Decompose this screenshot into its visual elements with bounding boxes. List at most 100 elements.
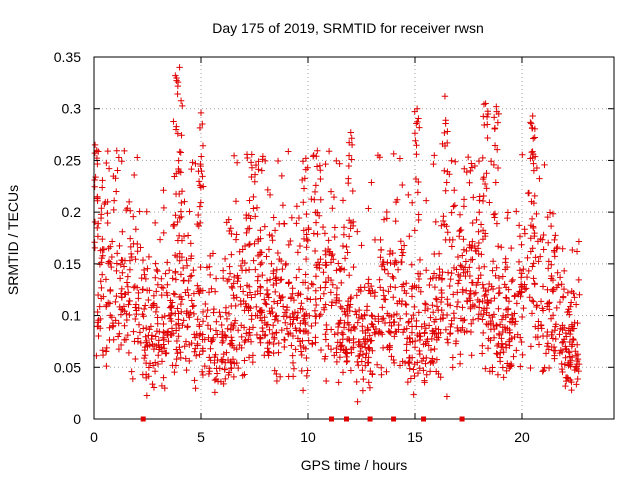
data-point [487, 337, 494, 344]
data-point [359, 315, 367, 323]
data-point [390, 150, 397, 158]
data-point [343, 358, 350, 366]
data-point [551, 248, 558, 256]
data-point [174, 90, 181, 98]
data-point [322, 301, 329, 308]
data-point [341, 308, 348, 315]
data-point [344, 249, 351, 256]
data-point [437, 315, 444, 323]
data-point [392, 284, 399, 291]
data-point [233, 294, 240, 301]
chart-title: Day 175 of 2019, SRMTID for receiver rws… [212, 20, 484, 36]
data-point [180, 233, 188, 240]
data-point [91, 244, 99, 252]
data-point [403, 341, 410, 348]
data-point [199, 287, 207, 294]
data-point [530, 260, 537, 267]
data-point [231, 317, 239, 324]
data-point [371, 289, 379, 296]
data-point [429, 309, 437, 316]
data-point [493, 350, 500, 357]
data-point [365, 205, 372, 212]
data-point [196, 124, 204, 132]
data-point [158, 358, 166, 365]
data-point [411, 303, 418, 311]
data-point [337, 317, 344, 324]
data-point [422, 360, 429, 367]
data-point [483, 170, 490, 177]
data-point [290, 365, 298, 372]
data-point [354, 319, 361, 326]
data-point [494, 243, 502, 250]
data-point [414, 118, 421, 126]
data-point [311, 247, 319, 255]
data-point [382, 296, 389, 303]
data-point [287, 295, 295, 302]
data-point [389, 273, 396, 280]
data-point [348, 156, 355, 163]
data-point [254, 312, 261, 319]
data-point [469, 316, 477, 324]
data-point [496, 289, 503, 297]
data-point [525, 267, 532, 275]
data-point [386, 328, 393, 336]
data-point [121, 257, 129, 264]
data-point [250, 205, 257, 212]
data-point [107, 243, 114, 250]
data-point [108, 253, 116, 261]
data-point [528, 149, 535, 156]
data-point [556, 331, 563, 338]
data-point [474, 279, 482, 286]
data-point [289, 310, 296, 317]
data-point [467, 167, 474, 175]
data-point [413, 105, 421, 112]
data-point [490, 161, 498, 169]
data-point [391, 318, 398, 326]
data-point [258, 167, 266, 174]
data-point [396, 315, 404, 322]
data-point [362, 329, 369, 337]
data-point [110, 197, 118, 204]
data-point [502, 255, 509, 262]
data-point [374, 152, 382, 159]
data-point [328, 298, 336, 306]
data-point [470, 194, 477, 201]
data-point [367, 337, 374, 345]
data-point [211, 389, 219, 396]
data-point [95, 148, 102, 155]
data-point [91, 176, 98, 184]
data-point [246, 225, 253, 232]
data-point [484, 134, 491, 142]
data-point [468, 164, 476, 171]
data-point [276, 373, 284, 380]
data-point [344, 350, 351, 357]
data-point [275, 339, 282, 347]
data-point [317, 196, 324, 203]
data-point [321, 230, 329, 237]
data-point [422, 325, 430, 332]
data-point [303, 310, 310, 318]
data-point [388, 353, 395, 360]
zero-value-marker [344, 416, 350, 422]
data-point [224, 277, 231, 285]
data-point [527, 119, 534, 126]
data-point [384, 310, 391, 317]
data-point [433, 296, 441, 303]
data-point [220, 350, 227, 358]
data-point [97, 247, 104, 254]
data-point [457, 226, 464, 234]
data-point [142, 374, 150, 382]
data-point [103, 362, 110, 370]
data-point [117, 306, 125, 313]
data-point [155, 352, 162, 359]
zero-value-marker [459, 416, 465, 422]
data-point [221, 255, 229, 263]
data-point [520, 265, 527, 273]
data-point [368, 312, 375, 319]
data-point [398, 297, 406, 305]
data-point [415, 115, 422, 122]
data-point [337, 346, 344, 353]
data-point [414, 359, 421, 366]
data-point [277, 297, 284, 304]
data-point [300, 344, 307, 351]
